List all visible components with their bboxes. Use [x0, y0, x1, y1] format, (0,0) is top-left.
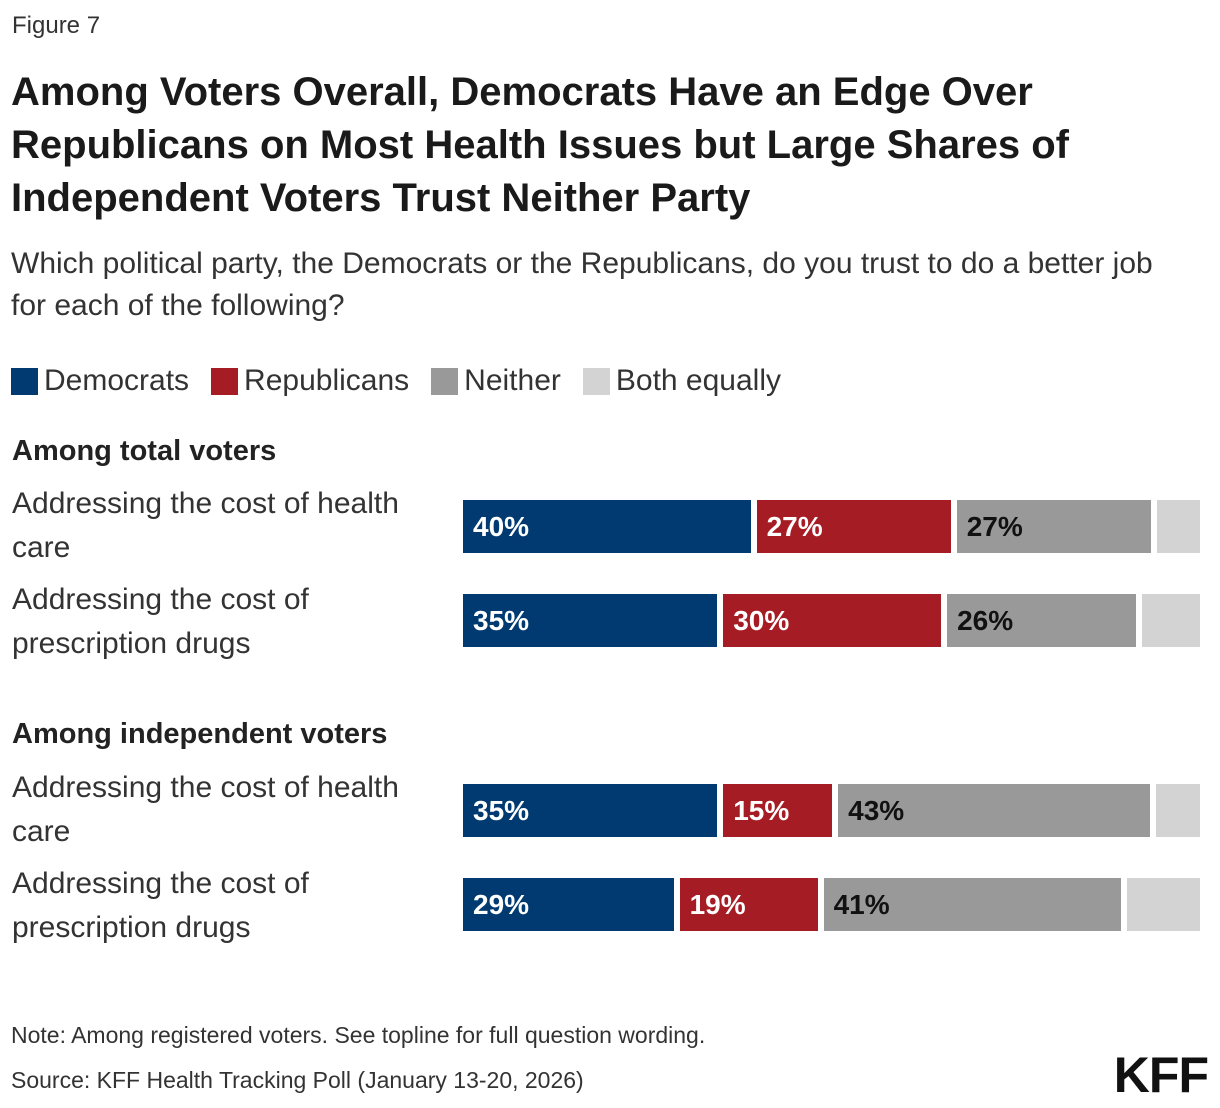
chart-subtitle: Which political party, the Democrats or …: [11, 247, 1153, 322]
bar-segment-neither: 43%: [838, 784, 1151, 837]
bar-segment-neither: 26%: [947, 594, 1136, 647]
chart-source: Source: KFF Health Tracking Poll (Januar…: [11, 1067, 584, 1093]
bar-segment-republicans: 19%: [679, 878, 818, 931]
bar-segment-republicans: 30%: [723, 594, 942, 647]
row-label: Addressing the cost of prescription drug…: [12, 583, 309, 660]
group-title-total-voters: Among total voters: [12, 435, 277, 467]
bar-segment-democrats: 40%: [463, 500, 751, 553]
legend-item-neither: Neither: [431, 364, 561, 398]
bar-segment-republicans: 27%: [756, 500, 951, 553]
figure-label: Figure 7: [12, 12, 101, 39]
legend-label: Republicans: [244, 364, 410, 397]
bar-segment-both-equally: [1127, 878, 1200, 931]
legend-item-democrats: Democrats: [11, 364, 189, 398]
bar-segment-democrats: 29%: [463, 878, 674, 931]
legend-label: Neither: [464, 364, 561, 397]
legend-label: Both equally: [615, 364, 781, 397]
kff-logo: KFF: [1113, 1047, 1209, 1103]
stacked-bar: 35% 30% 26%: [463, 594, 1200, 647]
row-label: Addressing the cost of prescription drug…: [12, 867, 309, 944]
bar-segment-neither: 27%: [956, 500, 1151, 553]
legend-item-both-equally: Both equally: [582, 364, 781, 398]
bar-segment-both-equally: [1156, 784, 1200, 837]
row-label: Addressing the cost of health care: [12, 771, 399, 848]
chart-note: Note: Among registered voters. See topli…: [11, 1022, 706, 1048]
legend-swatch: [211, 367, 239, 395]
legend-item-republicans: Republicans: [211, 364, 409, 398]
chart-title: Among Voters Overall, Democrats Have an …: [11, 70, 1069, 220]
stacked-bar: 29% 19% 41%: [463, 878, 1200, 931]
row-label: Addressing the cost of health care: [12, 487, 399, 564]
bar-segment-democrats: 35%: [463, 594, 718, 647]
legend-swatch: [582, 367, 610, 395]
bar-segment-both-equally: [1141, 594, 1200, 647]
group-title-independent-voters: Among independent voters: [12, 718, 388, 750]
legend-label: Democrats: [44, 364, 190, 397]
bar-segment-both-equally: [1156, 500, 1200, 553]
stacked-bar: 40% 27% 27%: [463, 500, 1200, 553]
legend-swatch: [431, 367, 459, 395]
legend-swatch: [11, 367, 38, 395]
bar-segment-democrats: 35%: [463, 784, 718, 837]
bar-segment-republicans: 15%: [723, 784, 833, 837]
bar-segment-neither: 41%: [823, 878, 1122, 931]
legend: Democrats Republicans Neither Both equal…: [11, 364, 803, 398]
stacked-bar: 35% 15% 43%: [463, 784, 1200, 837]
